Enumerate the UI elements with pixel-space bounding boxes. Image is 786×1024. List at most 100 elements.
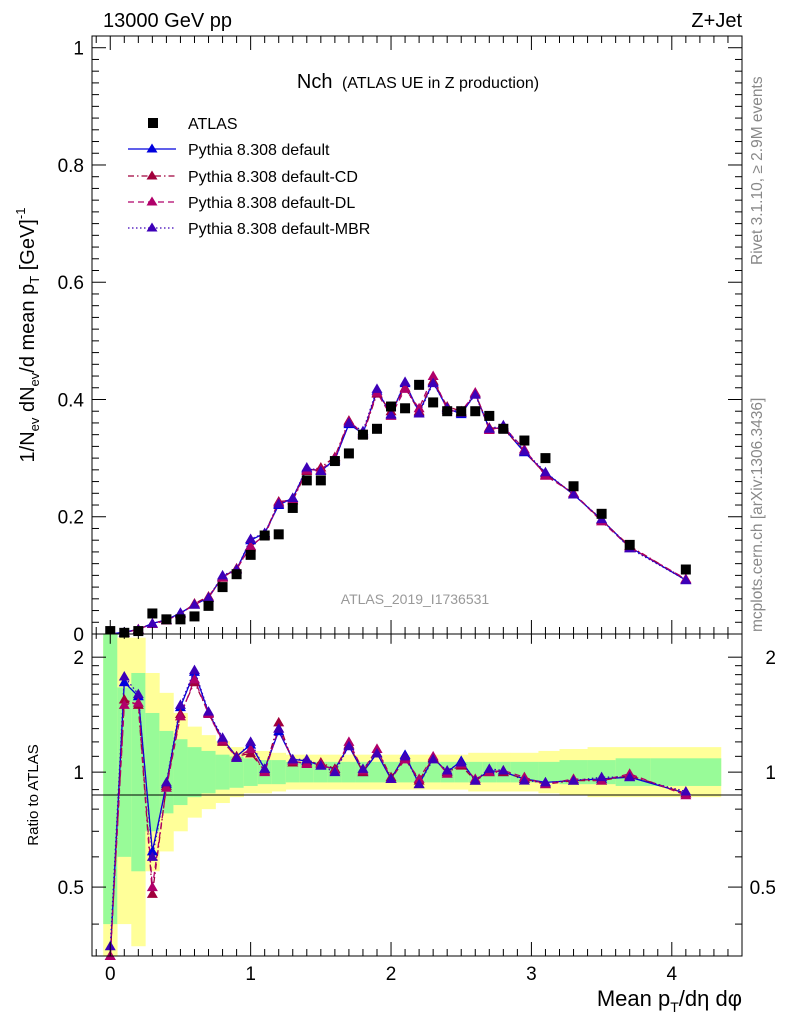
point-data [147, 608, 158, 619]
x-tick-labels: 0 1 2 3 4 [105, 964, 678, 985]
process-label: Z+Jet [691, 10, 742, 32]
point-default_dl [174, 710, 186, 721]
band-inner-bin [650, 758, 722, 786]
point-data [540, 453, 551, 464]
point-default_mbr [596, 771, 608, 782]
point-data [203, 600, 214, 611]
point-default_dl [160, 782, 172, 792]
point-default_mbr [469, 389, 481, 399]
plot-title: Nch (ATLAS UE in Z production) [297, 71, 539, 93]
point-data [596, 508, 607, 519]
point-default_mbr [427, 377, 439, 388]
ratio-y-tick-label-left: 1 [73, 763, 84, 784]
y-tick-label: 0.8 [58, 156, 84, 177]
point-default_mbr [146, 617, 158, 628]
point-default_dl [188, 673, 200, 684]
point-data [519, 435, 530, 446]
x-tick-label: 0 [105, 964, 116, 985]
x-axis-label: Mean pT/dη dφ [597, 986, 742, 1015]
point-default_mbr [301, 461, 313, 472]
band-inner-bin [341, 761, 357, 783]
point-default_mbr [118, 671, 130, 681]
ratio-y-axis-label: Ratio to ATLAS [25, 744, 42, 845]
point-default_dl [245, 743, 257, 753]
rivet-label: Rivet 3.1.10, ≥ 2.9M events [749, 76, 766, 265]
point-default_mbr [160, 776, 172, 787]
legend-default-marker [146, 143, 158, 153]
analysis-label: ATLAS_2019_I1736531 [341, 591, 490, 607]
point-data [161, 614, 172, 625]
point-default_cd [118, 693, 130, 704]
point-data [189, 611, 200, 622]
series-line-default_cd [109, 680, 686, 957]
point-default_mbr [568, 775, 580, 785]
point-data [428, 397, 439, 408]
y-tick-label: 0.2 [58, 508, 84, 529]
legend-cd-label: Pythia 8.308 default-CD [188, 169, 358, 186]
band-inner-bin [426, 761, 441, 783]
ratio-y-tick-label-left: 0.5 [58, 878, 84, 899]
point-default [146, 845, 158, 856]
point-default_mbr [217, 732, 229, 742]
point-default_mbr [518, 775, 530, 785]
point-default_mbr [245, 736, 257, 746]
point-default_mbr [680, 574, 692, 585]
ratio-y-tick-label-right: 1 [765, 763, 776, 784]
point-data [568, 481, 579, 492]
title-sub: (ATLAS UE in Z production) [342, 75, 539, 92]
point-data [231, 569, 242, 580]
legend-default-label: Pythia 8.308 default [188, 142, 330, 159]
band-inner-bin [159, 730, 174, 814]
point-default_dl [132, 697, 144, 707]
point-data [273, 529, 284, 540]
band-inner-bin [538, 761, 560, 783]
point-data [442, 406, 453, 417]
legend-mbr-marker [146, 222, 158, 232]
point-default_mbr [188, 664, 200, 675]
main-marks [104, 370, 692, 638]
point-default_mbr [399, 750, 411, 761]
point-default_mbr [146, 851, 158, 861]
y-tick-label: 0 [73, 625, 84, 646]
point-default_mbr [483, 423, 495, 433]
band-inner-bin [103, 634, 118, 925]
legend-atlas-marker [148, 118, 158, 128]
point-default_mbr [371, 747, 383, 758]
point-default_mbr [399, 376, 411, 386]
point-default_mbr [568, 488, 580, 499]
point-default_dl [413, 773, 425, 783]
point-default [118, 676, 130, 687]
point-default_mbr [245, 533, 257, 544]
point-default_mbr [315, 760, 327, 770]
band-inner-bin [271, 760, 287, 785]
legend-dl-label: Pythia 8.308 default-DL [188, 195, 355, 212]
point-default_mbr [413, 778, 425, 789]
point-default_mbr [203, 592, 215, 602]
x-tick-label: 1 [245, 964, 256, 985]
point-data [371, 423, 382, 434]
ratio-panel: 0.5 0.5 1 1 2 2 Ratio to ATLAS [25, 633, 776, 960]
point-default_mbr [343, 417, 355, 427]
point-default_cd [146, 888, 158, 898]
point-data [315, 475, 326, 486]
band-inner-bin [145, 712, 160, 832]
point-default_mbr [413, 408, 425, 418]
point-default_mbr [497, 764, 509, 775]
point-default_dl [146, 881, 158, 892]
main-panel: 0 0.2 0.4 0.6 0.8 1 Nch (ATLAS UE in Z produc… [13, 35, 743, 646]
band-inner-bin [229, 756, 244, 788]
point-default_mbr [539, 466, 551, 477]
point-data [470, 406, 481, 417]
point-default_mbr [217, 569, 229, 580]
point-default_mbr [231, 752, 243, 762]
point-data [217, 582, 228, 593]
point-default_mbr [357, 763, 369, 773]
point-default_mbr [287, 753, 299, 764]
point-data [680, 564, 691, 575]
band-inner-bin [243, 758, 258, 786]
point-default_mbr [273, 498, 285, 508]
ratio-frame [91, 633, 743, 957]
point-default_mbr [385, 409, 397, 419]
point-default_mbr [329, 766, 341, 777]
point-data [357, 429, 368, 440]
